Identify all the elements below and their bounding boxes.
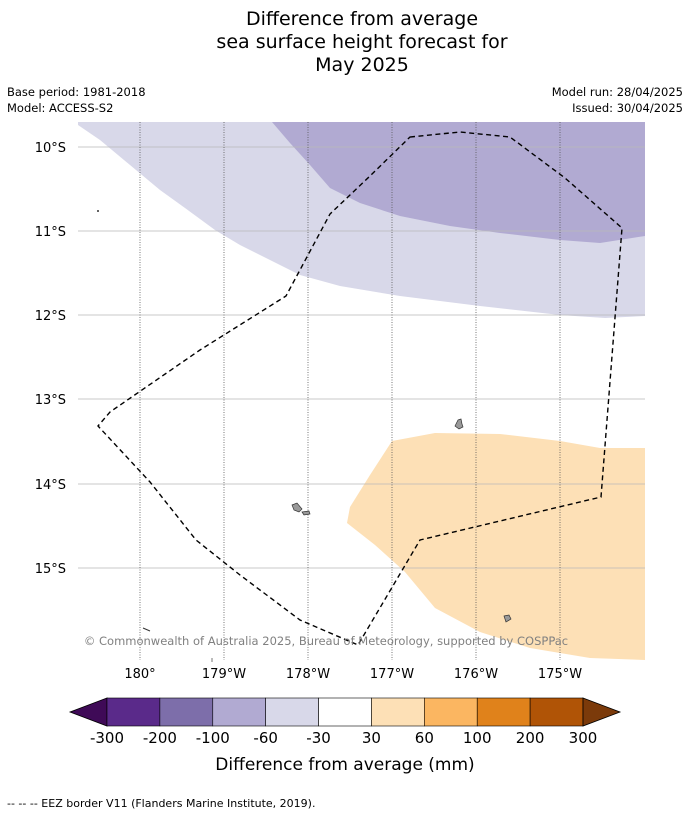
title-line-2: sea surface height forecast for (216, 31, 508, 53)
colorbar-tick-label: 30 (362, 729, 381, 747)
lat-label-12s: 12°S (35, 309, 66, 324)
anomaly-region-lavender (272, 122, 645, 243)
colorbar-bin (212, 697, 266, 727)
model-run: Model run: 28/04/2025 (551, 85, 683, 99)
lat-label-15s: 15°S (35, 562, 66, 577)
lon-label-178w: 178°W (286, 667, 330, 682)
colorbar-bin (424, 697, 478, 727)
islet-dot (97, 210, 99, 212)
lon-label-175w: 175°W (538, 667, 582, 682)
colorbar-bin (529, 697, 584, 727)
colorbar-tick-label: -60 (253, 729, 278, 747)
colorbar-tick-label: 200 (516, 729, 545, 747)
colorbar-tick-label: 300 (569, 729, 598, 747)
colorbar-bin (106, 697, 161, 727)
eez-footnote: -- -- -- EEZ border V11 (Flanders Marine… (7, 797, 316, 810)
colorbar-extend-high (582, 697, 622, 727)
map-area: © Commonwealth of Australia 2025, Bureau… (78, 122, 645, 660)
meta-right: Model run: 28/04/2025 Issued: 30/04/2025 (552, 84, 683, 116)
lat-labels: 10°S 11°S 12°S 13°S 14°S 15°S (35, 141, 66, 577)
colorbar-bin (371, 697, 425, 727)
islet-southwest (142, 627, 151, 632)
colorbar-tick-label: -30 (306, 729, 331, 747)
lon-label-177w: 177°W (370, 667, 414, 682)
copyright-notice: © Commonwealth of Australia 2025, Bureau… (84, 634, 568, 648)
colorbar-extend-low (68, 697, 108, 727)
lon-gridlines (139, 122, 561, 660)
colorbar-tick-label: -300 (90, 729, 124, 747)
island-niuafoou (454, 418, 464, 430)
colorbar-bin (265, 697, 319, 727)
lat-label-14s: 14°S (35, 478, 66, 493)
lon-label-179w: 179°W (202, 667, 246, 682)
colorbar-tick-label: -200 (143, 729, 177, 747)
anomaly-region-light-orange (347, 433, 645, 660)
lat-label-10s: 10°S (35, 141, 66, 156)
lat-label-11s: 11°S (35, 225, 66, 240)
lon-label-176w: 176°W (454, 667, 498, 682)
issued-date: Issued: 30/04/2025 (572, 101, 683, 115)
colorbar-title: Difference from average (mm) (215, 755, 474, 775)
meta-left: Base period: 1981-2018 Model: ACCESS-S2 (7, 84, 146, 116)
colorbar-bin (476, 697, 531, 727)
lat-gridlines (78, 146, 645, 569)
eez-border (97, 131, 623, 646)
colorbar-tick-label: -100 (196, 729, 230, 747)
map-title: Difference from average sea surface heig… (0, 8, 690, 77)
lat-label-13s: 13°S (35, 393, 66, 408)
colorbar-tick-label: 60 (415, 729, 434, 747)
lon-labels: 180° 179°W 178°W 177°W 176°W 175°W (124, 667, 582, 682)
island-wallis (291, 502, 303, 513)
colorbar-tick-label: 100 (463, 729, 492, 747)
colorbar: -300 -200 -100 -60 -30 30 60 100 200 300 (68, 697, 622, 747)
lon-label-180: 180° (124, 667, 155, 682)
title-line-3: May 2025 (315, 54, 409, 76)
base-period: Base period: 1981-2018 (7, 85, 146, 99)
colorbar-bin (318, 697, 372, 727)
island-niuatoputapu (503, 614, 512, 623)
model-name: Model: ACCESS-S2 (7, 101, 114, 115)
colorbar-bin (159, 697, 214, 727)
title-line-1: Difference from average (245, 8, 479, 30)
island-futuna (301, 510, 311, 516)
